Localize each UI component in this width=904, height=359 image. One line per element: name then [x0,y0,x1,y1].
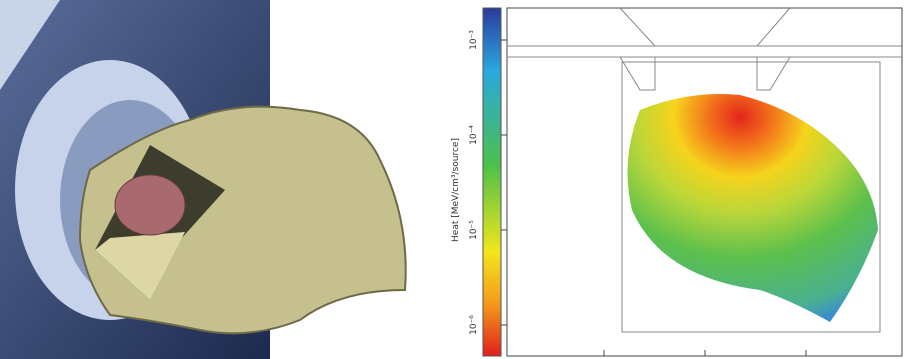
tumor [115,175,185,235]
colorbar [483,8,501,356]
colorbar-tick-label: 10⁻⁵ [469,220,479,240]
figure: 10⁻³ 10⁻⁴ 10⁻⁵ 10⁻⁶ Heat [MeV/cm³/source… [0,0,904,359]
colorbar-tick-label: 10⁻⁴ [469,125,479,145]
render-3d [0,0,406,359]
colorbar-label: Heat [MeV/cm³/source] [451,138,461,242]
heat-map: 10⁻³ 10⁻⁴ 10⁻⁵ 10⁻⁶ Heat [MeV/cm³/source… [451,8,902,356]
colorbar-tick-label: 10⁻³ [469,30,479,50]
colorbar-tick-label: 10⁻⁶ [469,315,479,335]
